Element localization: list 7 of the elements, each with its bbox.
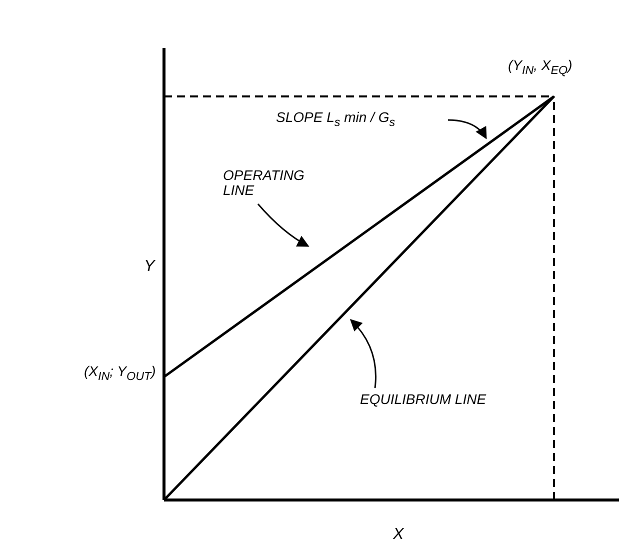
annotation: OPERATING LINE [223,167,306,199]
y-axis-title: Y [144,258,155,276]
text: (X$_{IN}$; Y$_{OUT}$) [84,363,156,384]
x-axis-title: X [393,526,404,544]
annotation: SLOPE L$_{s}$ min / G$_{s}$ [276,109,396,130]
text: (Y$_{IN}$, X$_{EQ}$) [508,57,572,78]
annotation: EQUILIBRIUM LINE [360,391,486,408]
